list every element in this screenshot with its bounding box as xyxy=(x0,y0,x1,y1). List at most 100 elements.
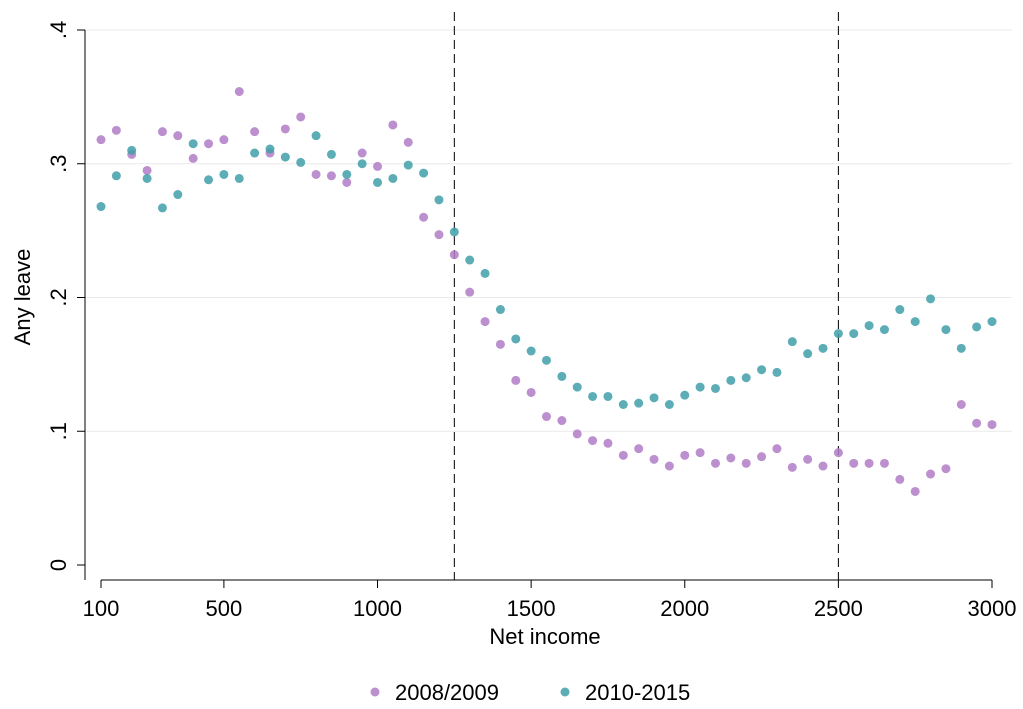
point xyxy=(772,367,782,377)
x-tick-label: 2000 xyxy=(660,596,709,621)
point xyxy=(219,135,229,145)
point xyxy=(296,157,306,167)
point xyxy=(342,177,352,187)
legend-marker xyxy=(370,687,380,697)
point xyxy=(741,373,751,383)
point xyxy=(542,412,551,422)
point xyxy=(787,462,797,472)
point xyxy=(864,321,874,331)
point xyxy=(695,448,705,458)
point xyxy=(910,317,920,327)
point xyxy=(250,127,260,137)
point xyxy=(357,148,367,158)
point xyxy=(326,149,336,159)
point xyxy=(526,387,536,397)
point xyxy=(649,454,659,464)
point xyxy=(833,448,843,458)
point xyxy=(741,458,751,468)
x-tick-label: 2500 xyxy=(814,596,863,621)
point xyxy=(603,438,613,448)
point xyxy=(480,317,490,327)
point xyxy=(388,173,398,183)
point xyxy=(204,175,214,185)
point xyxy=(879,325,889,335)
point xyxy=(111,171,121,181)
x-tick-label: 100 xyxy=(83,596,120,621)
y-tick-label: .3 xyxy=(46,155,71,173)
point xyxy=(96,202,106,212)
point xyxy=(680,450,690,460)
point xyxy=(772,444,782,454)
point xyxy=(280,124,290,134)
point xyxy=(833,329,843,339)
point xyxy=(204,139,214,149)
point xyxy=(803,349,813,359)
point xyxy=(572,382,582,392)
point xyxy=(588,436,598,446)
point xyxy=(818,343,828,353)
legend-label: 2010-2015 xyxy=(585,680,690,704)
legend-marker xyxy=(560,687,570,697)
point xyxy=(572,429,582,439)
point xyxy=(680,390,690,400)
point xyxy=(326,171,336,181)
point xyxy=(142,165,152,175)
point xyxy=(265,144,275,154)
point xyxy=(649,393,659,403)
y-tick-label: .2 xyxy=(46,288,71,306)
point xyxy=(234,173,244,183)
point xyxy=(618,450,628,460)
point xyxy=(96,135,106,145)
point xyxy=(664,400,674,409)
point xyxy=(956,400,966,409)
point xyxy=(449,227,459,237)
legend-label: 2008/2009 xyxy=(395,680,499,704)
point xyxy=(526,346,536,356)
point xyxy=(849,329,859,339)
point xyxy=(588,391,598,401)
y-axis-title: Any leave xyxy=(10,249,35,346)
point xyxy=(388,120,398,130)
point xyxy=(419,212,429,222)
x-tick-label: 1000 xyxy=(353,596,402,621)
point xyxy=(373,161,383,171)
point xyxy=(787,337,797,347)
x-tick-label: 500 xyxy=(206,596,243,621)
point xyxy=(603,391,613,401)
point xyxy=(818,461,828,471)
point xyxy=(188,153,198,163)
point xyxy=(695,382,705,392)
point xyxy=(480,268,490,278)
point xyxy=(926,469,936,479)
point xyxy=(403,137,413,147)
point xyxy=(157,127,167,137)
y-tick-label: 0 xyxy=(46,559,71,571)
point xyxy=(849,458,859,468)
point xyxy=(127,145,137,155)
point xyxy=(710,458,720,468)
point xyxy=(449,250,459,260)
point xyxy=(972,322,982,332)
x-axis-title: Net income xyxy=(489,624,600,649)
point xyxy=(910,486,920,496)
point xyxy=(710,383,720,393)
point xyxy=(987,317,997,327)
point xyxy=(634,444,644,454)
point xyxy=(142,173,152,183)
point xyxy=(941,325,951,335)
point xyxy=(726,375,736,385)
point xyxy=(373,177,383,187)
point xyxy=(280,152,290,162)
point xyxy=(634,398,644,408)
point xyxy=(511,375,521,385)
point xyxy=(542,355,551,365)
point xyxy=(434,195,444,205)
point xyxy=(296,112,306,122)
point xyxy=(941,464,951,474)
point xyxy=(419,168,429,178)
point xyxy=(188,139,198,149)
point xyxy=(311,131,321,141)
point xyxy=(972,418,982,428)
x-tick-label: 3000 xyxy=(968,596,1017,621)
